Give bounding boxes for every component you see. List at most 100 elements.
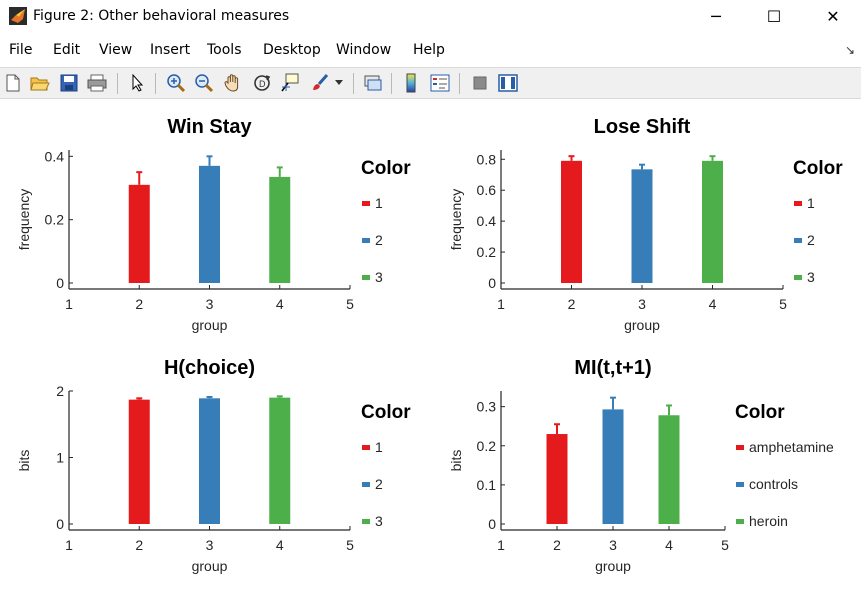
legend-swatch: [794, 238, 802, 243]
brush-icon[interactable]: [309, 72, 331, 94]
bar: [199, 398, 220, 524]
print-icon[interactable]: [86, 72, 108, 94]
menu-view[interactable]: View: [99, 42, 133, 58]
show-plot-tools-icon[interactable]: [497, 72, 519, 94]
matlab-logo-icon: [9, 7, 27, 25]
legend-swatch: [794, 201, 802, 206]
open-file-icon[interactable]: [29, 72, 51, 94]
legend-swatch: [362, 519, 370, 524]
bar: [128, 184, 150, 283]
y-axis-label: bits: [16, 450, 32, 472]
brush-dropdown-icon[interactable]: [333, 72, 345, 94]
chart-title: Win Stay: [167, 116, 252, 138]
legend-label: 1: [375, 439, 383, 455]
x-tick-label: 2: [135, 296, 143, 312]
chart-4: MI(t,t+1) 1 2 3 4 5 0 0.1 0.2 0.3 group bits Color am…: [448, 357, 834, 574]
legend-label: 1: [807, 195, 815, 211]
x-tick-label: 2: [568, 296, 576, 312]
maximize-button[interactable]: ☐: [766, 6, 782, 26]
x-tick-label: 3: [206, 537, 214, 553]
menu-window[interactable]: Window: [336, 42, 392, 58]
x-tick-label: 1: [65, 537, 73, 553]
y-tick-label: 0.2: [45, 212, 65, 228]
toolbar-separator: [391, 73, 392, 94]
legend-label: controls: [749, 476, 798, 492]
pointer-icon[interactable]: [127, 72, 149, 94]
y-tick-label: 0.3: [477, 399, 497, 415]
y-tick-label: 0.1: [477, 477, 497, 493]
legend-label: 3: [807, 269, 815, 285]
menu-bar: File Edit View Insert Tools Desktop Wind…: [0, 38, 861, 64]
x-tick-label: 5: [779, 296, 787, 312]
chart-1: Win Stay 1 2 3 4 5 0 0.2 0.4 group frequency Color 1…: [16, 116, 411, 333]
y-tick-label: 0.4: [45, 148, 65, 164]
x-tick-label: 3: [638, 296, 646, 312]
y-tick-label: 0.8: [477, 151, 497, 167]
pan-hand-icon[interactable]: [222, 72, 244, 94]
new-figure-icon[interactable]: [2, 72, 24, 94]
figure-toolbar: D: [0, 67, 861, 99]
y-tick-label: 0: [56, 275, 64, 291]
window-titlebar: Figure 2: Other behavioral measures ─ ☐ …: [0, 0, 861, 33]
x-tick-label: 4: [276, 296, 284, 312]
link-plot-icon[interactable]: [362, 72, 384, 94]
zoom-out-icon[interactable]: [193, 72, 215, 94]
legend-title: Color: [361, 402, 411, 423]
window-title: Figure 2: Other behavioral measures: [33, 8, 290, 24]
chart-title: Lose Shift: [594, 116, 691, 138]
menu-tools[interactable]: Tools: [207, 42, 242, 58]
svg-text:D: D: [259, 79, 266, 89]
bar: [702, 160, 723, 283]
y-tick-label: 0.6: [477, 182, 497, 198]
bar: [631, 169, 653, 283]
legend-label: 3: [375, 269, 383, 285]
close-button[interactable]: ✕: [826, 6, 840, 26]
y-tick-label: 0: [488, 516, 496, 532]
bar: [269, 176, 291, 283]
figure-svg: Win Stay 1 2 3 4 5 0 0.2 0.4 group frequency Color 1…: [16, 116, 843, 574]
save-icon[interactable]: [58, 72, 80, 94]
y-tick-label: 0: [56, 516, 64, 532]
y-tick-label: 0.2: [477, 244, 497, 260]
chart-title: H(choice): [164, 357, 255, 379]
bar: [658, 415, 680, 524]
x-tick-label: 2: [553, 537, 561, 553]
legend-label: 3: [375, 513, 383, 529]
chart-title: MI(t,t+1): [574, 357, 651, 379]
legend-title: Color: [793, 158, 843, 179]
toolbar-separator: [155, 73, 156, 94]
bar: [199, 165, 220, 283]
bar: [128, 399, 150, 524]
legend-swatch: [736, 445, 744, 450]
legend-swatch: [736, 482, 744, 487]
x-tick-label: 1: [497, 296, 505, 312]
colorbar-icon[interactable]: [400, 72, 422, 94]
menu-edit[interactable]: Edit: [53, 42, 81, 58]
legend-label: amphetamine: [749, 439, 834, 455]
legend-label: heroin: [749, 513, 788, 529]
legend-swatch: [362, 445, 370, 450]
legend-label: 1: [375, 195, 383, 211]
menu-help[interactable]: Help: [413, 42, 445, 58]
menu-insert[interactable]: Insert: [150, 42, 191, 58]
legend-swatch: [362, 238, 370, 243]
legend-icon[interactable]: [429, 72, 451, 94]
x-tick-label: 4: [276, 537, 284, 553]
toolbar-separator: [117, 73, 118, 94]
legend-label: 2: [375, 476, 383, 492]
menu-file[interactable]: File: [9, 42, 33, 58]
data-cursor-icon[interactable]: [279, 72, 301, 94]
x-tick-label: 1: [65, 296, 73, 312]
zoom-in-icon[interactable]: [165, 72, 187, 94]
y-tick-label: 0: [488, 275, 496, 291]
dock-arrow-icon[interactable]: ↘: [844, 43, 855, 57]
legend-swatch: [794, 275, 802, 280]
hide-plot-tools-icon[interactable]: [469, 72, 491, 94]
minimize-button[interactable]: ─: [711, 6, 721, 26]
rotate-3d-icon[interactable]: D: [251, 72, 273, 94]
y-axis-label: frequency: [16, 189, 32, 250]
menu-desktop[interactable]: Desktop: [263, 42, 321, 58]
y-tick-label: 1: [56, 450, 64, 466]
x-tick-label: 2: [135, 537, 143, 553]
